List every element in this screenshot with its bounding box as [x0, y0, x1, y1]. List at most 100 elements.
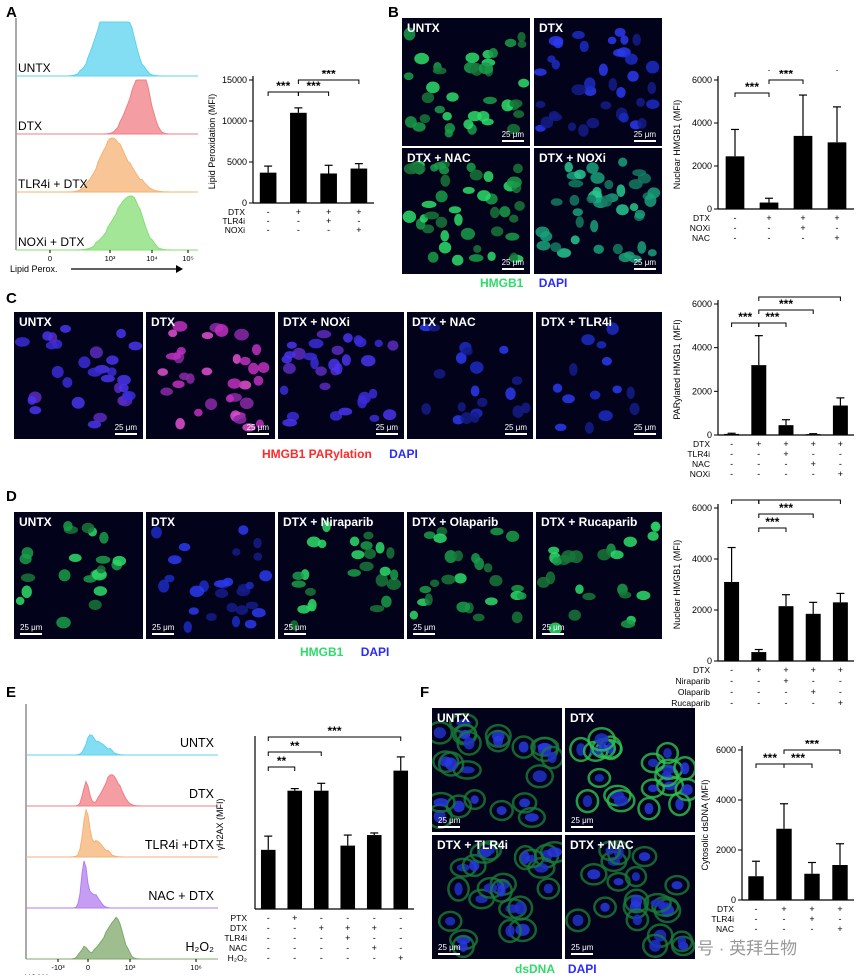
cell-nucleus	[469, 169, 483, 181]
cell-nucleus	[172, 380, 185, 389]
panel-label-c: C	[6, 290, 17, 307]
condition-mark: -	[327, 225, 330, 235]
condition-mark: +	[398, 953, 403, 963]
histogram-peak	[16, 79, 198, 135]
condition-mark: +	[838, 469, 843, 479]
condition-mark: -	[785, 459, 788, 469]
cell-nucleus	[419, 114, 431, 124]
cell-nucleus	[550, 198, 563, 206]
condition-mark: +	[292, 913, 297, 923]
condition-mark: +	[783, 676, 788, 686]
cell-cytoplasm	[575, 788, 600, 814]
condition-mark: -	[730, 449, 733, 459]
cell-nucleus	[511, 611, 523, 624]
condition-label: NOXi	[225, 225, 245, 235]
condition-mark: +	[356, 225, 361, 235]
cell-nucleus	[644, 802, 654, 815]
y-tick-label: 15000	[222, 75, 247, 85]
condition-mark: -	[755, 924, 758, 934]
cell-nucleus	[19, 553, 32, 565]
condition-mark: -	[730, 439, 733, 449]
cell-nucleus	[590, 172, 605, 184]
condition-mark: -	[267, 225, 270, 235]
cell-cytoplasm	[664, 874, 690, 896]
cell-nucleus	[353, 335, 364, 345]
cell-nucleus	[613, 795, 629, 807]
y-tick-label: 0	[731, 895, 736, 905]
cell-nucleus	[42, 331, 53, 341]
micrograph-f-untx: UNTX 25 μm	[432, 708, 562, 832]
cell-nucleus	[493, 735, 504, 747]
condition-mark: +	[345, 933, 350, 943]
cell-nucleus	[543, 883, 554, 894]
cell-nucleus	[279, 385, 289, 395]
cell-nucleus	[488, 47, 498, 59]
cell-nucleus	[579, 40, 589, 52]
cell-nucleus	[421, 92, 435, 104]
y-tick-label: 0	[707, 656, 712, 666]
cell-cytoplasm	[513, 845, 538, 871]
condition-label: NOXi	[690, 469, 710, 479]
cell-nucleus	[517, 40, 527, 48]
cell-nucleus	[245, 581, 254, 590]
y-tick-label: 0	[242, 198, 247, 208]
cell-nucleus	[572, 208, 584, 217]
cell-nucleus	[60, 324, 71, 333]
cell-nucleus	[205, 398, 218, 410]
micrograph-label: DTX + NAC	[407, 151, 471, 165]
cell-nucleus	[547, 751, 557, 764]
cell-cytoplasm	[606, 789, 636, 813]
cell-nucleus	[623, 536, 637, 547]
cell-nucleus	[62, 377, 73, 388]
micrograph-label: UNTX	[437, 711, 470, 725]
cell-nucleus	[375, 573, 389, 587]
scale-bar-label: 25 μm	[152, 623, 175, 632]
cell-nucleus	[316, 329, 332, 339]
cell-nucleus	[454, 882, 463, 896]
cell-nucleus	[647, 81, 657, 95]
micrograph-f-dtx: DTX 25 μm	[565, 708, 695, 832]
bar	[832, 602, 848, 661]
cell-nucleus	[445, 757, 458, 771]
cell-nucleus	[89, 346, 103, 359]
bar	[805, 434, 821, 435]
bar	[260, 849, 276, 909]
cell-nucleus	[245, 601, 259, 610]
condition-label: Niraparib	[676, 676, 711, 686]
cell-nucleus	[647, 531, 659, 541]
condition-mark: -	[730, 469, 733, 479]
cell-nucleus	[649, 939, 661, 952]
cell-nucleus	[426, 81, 440, 94]
cell-nucleus	[360, 541, 373, 550]
condition-mark: -	[785, 469, 788, 479]
condition-mark: -	[399, 943, 402, 953]
cell-nucleus	[227, 378, 242, 389]
cell-nucleus	[331, 345, 344, 356]
significance-label: ***	[306, 79, 320, 93]
significance-bracket	[758, 322, 787, 327]
cell-nucleus	[677, 936, 687, 947]
scale-bar-label: 25 μm	[438, 816, 461, 825]
cell-cytoplasm	[670, 930, 694, 953]
y-tick-label: 2000	[716, 845, 736, 855]
cell-nucleus	[253, 375, 264, 386]
cell-nucleus	[440, 230, 450, 242]
legend-parylation: HMGB1 PARylation	[262, 447, 372, 461]
condition-mark: +	[326, 216, 331, 226]
cell-nucleus	[547, 847, 562, 858]
histogram-peak	[16, 195, 198, 251]
cell-nucleus	[351, 550, 365, 560]
histogram-label: NOXi + DTX	[18, 235, 84, 249]
cell-nucleus	[242, 423, 256, 432]
cell-cytoplasm	[437, 751, 465, 777]
cell-nucleus	[586, 117, 600, 129]
scale-bar-label: 25 μm	[501, 258, 524, 267]
cell-nucleus	[518, 78, 530, 88]
significance-label: ***	[322, 70, 336, 81]
y-tick-label: 2000	[692, 386, 712, 396]
micrograph-d-dtx: DTX 25 μm	[146, 512, 275, 639]
cell-nucleus	[422, 224, 435, 234]
cell-cytoplasm	[623, 888, 650, 914]
cell-nucleus	[671, 881, 683, 890]
